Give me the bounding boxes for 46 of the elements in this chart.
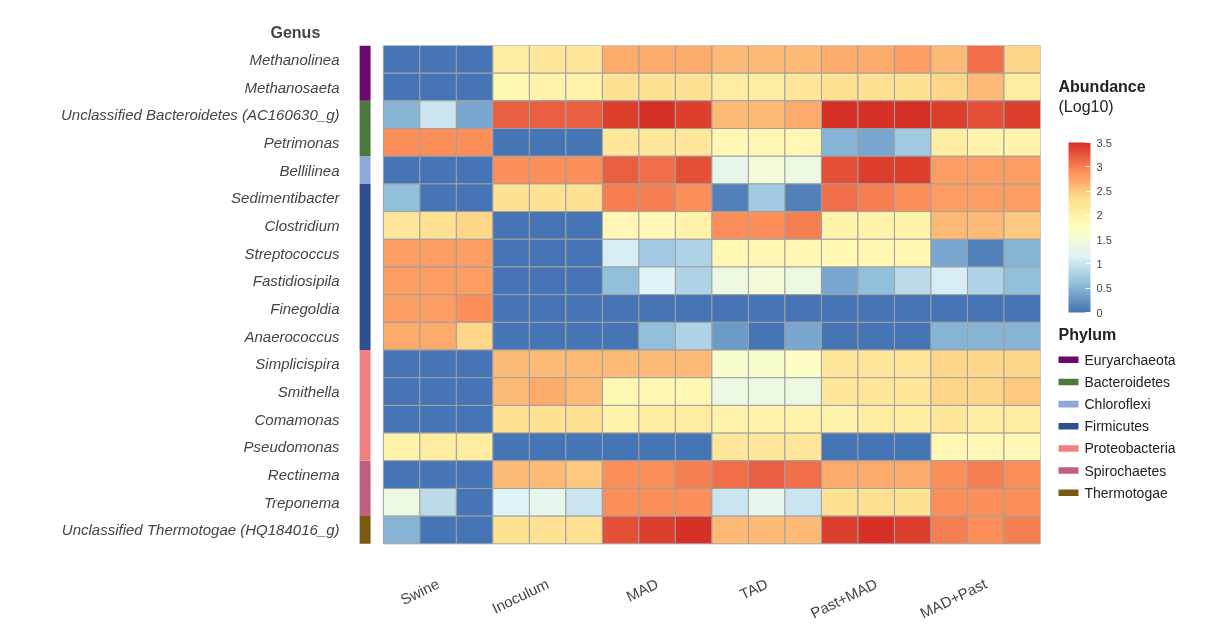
bar [359,156,371,185]
bar [359,100,371,157]
y-tick-label: Fastidiosipila [252,272,340,290]
color-bar-label: 0.5 [1096,282,1112,295]
color-bar-label: 3.5 [1096,136,1112,149]
color-bar-label: 0 [1096,306,1103,319]
legend-label: Spirochaetes [1084,462,1167,479]
y-tick-label: Pseudomonas [243,438,340,456]
bar [359,460,371,516]
bar [359,184,371,350]
y-tick-label: Rectinema [267,466,340,484]
legend-title: Phylum [1058,325,1117,343]
bar [359,349,371,461]
legend-label: Firmicutes [1084,418,1150,435]
legend-label: Proteobacteria [1084,440,1176,457]
color-bar-title: Abundance (Log10) [1058,78,1146,115]
y-tick-label: Treponema [263,493,340,511]
y-tick-label: Unclassified Bacteroidetes (AC160630_g) [61,106,340,124]
legend-label: Bacteroidetes [1084,373,1171,390]
y-tick-label: Anaerococcus [243,327,340,345]
y-tick-label: Simplicispira [255,355,340,373]
x-tick-label: MAD [623,574,662,605]
bar [359,45,371,101]
legend-label: Euryarchaeota [1084,351,1176,368]
y-tick-label: Sedimentibacter [231,189,341,207]
y-tick-label: Streptococcus [244,244,340,262]
y-axis-title: Genus [270,23,321,41]
color-bar-label: 2 [1096,209,1103,222]
y-tick-label: Petrimonas [263,133,340,151]
y-tick-label: Methanolinea [249,50,340,68]
y-tick-label: Unclassified Thermotogae (HQ184016_g) [61,521,340,539]
y-tick-label: Comamonas [254,410,340,428]
legend-label: Chloroflexi [1084,396,1151,413]
y-tick-label: Clostridium [264,216,340,234]
color-bar-label: 1 [1096,257,1103,270]
x-tick-label: Swine [397,574,442,608]
x-tick-label: TAD [736,574,771,603]
color-bar-label: 3 [1096,160,1103,173]
y-tick-label: Smithella [277,383,340,401]
y-tick-label: Methanosaeta [244,78,340,96]
y-tick-label: Bellilinea [279,161,340,179]
color-bar-label: 1.5 [1096,233,1112,246]
legend-label: Thermotogae [1084,484,1168,501]
y-tick-label: Finegoldia [270,300,340,317]
color-bar-label: 2.5 [1096,185,1112,198]
bar [359,515,371,544]
